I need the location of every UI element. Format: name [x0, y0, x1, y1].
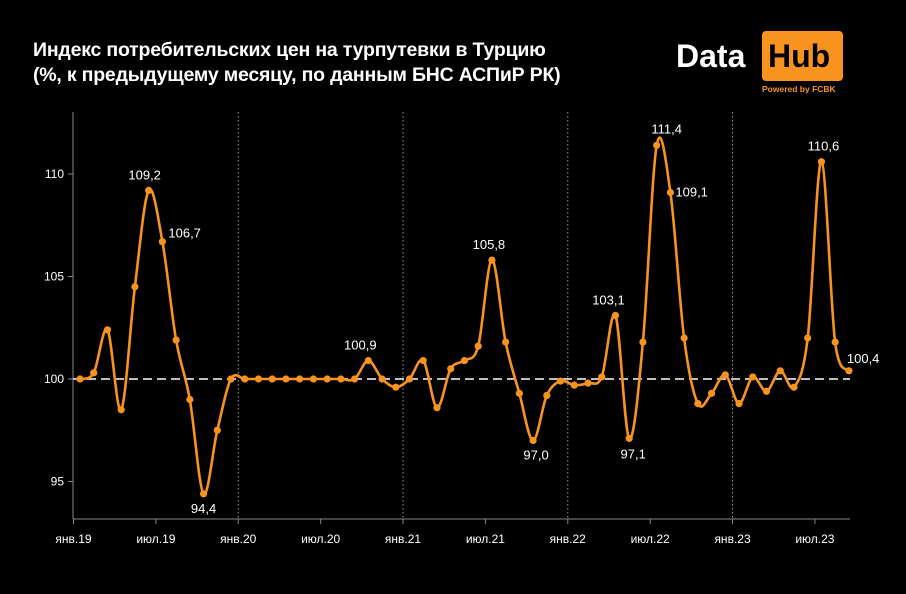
data-point — [117, 406, 125, 414]
data-point — [447, 365, 455, 373]
data-point — [296, 375, 304, 383]
data-label: 109,2 — [128, 167, 161, 182]
data-point — [831, 338, 839, 346]
x-tick-label: июл.22 — [631, 532, 670, 546]
data-point — [556, 377, 565, 385]
data-point — [131, 283, 139, 291]
data-point — [76, 375, 84, 383]
data-point — [598, 373, 606, 381]
data-point — [680, 334, 688, 342]
data-label: 97,0 — [523, 448, 548, 463]
data-point — [570, 381, 578, 389]
y-tick-label: 95 — [51, 475, 65, 489]
data-point — [817, 158, 826, 166]
data-point — [776, 367, 784, 375]
x-tick-label: июл.19 — [136, 532, 175, 546]
x-tick-label: янв.19 — [55, 532, 92, 546]
data-point — [378, 375, 386, 383]
data-point — [309, 375, 318, 383]
y-tick-label: 100 — [44, 372, 64, 386]
data-label: 100,4 — [847, 351, 880, 366]
data-point — [721, 371, 729, 379]
data-label: 103,1 — [592, 292, 625, 307]
data-point — [502, 338, 510, 346]
data-point — [433, 404, 441, 412]
logo-hub-box: Hub — [762, 31, 843, 81]
data-point — [351, 375, 359, 383]
data-point — [611, 311, 620, 320]
x-tick-label: янв.20 — [220, 532, 257, 546]
data-point — [804, 334, 812, 342]
y-tick-label: 105 — [44, 270, 64, 284]
y-tick-label: 110 — [45, 167, 64, 181]
data-point — [762, 387, 771, 395]
x-tick-label: июл.23 — [795, 532, 834, 546]
data-label: 110,6 — [808, 139, 840, 154]
data-point — [282, 375, 290, 383]
data-point — [653, 141, 661, 149]
data-point — [515, 389, 523, 397]
data-point — [254, 375, 263, 383]
title-line-1: Индекс потребительских цен на турпутевки… — [33, 39, 546, 61]
series-line — [79, 136, 851, 496]
x-tick-label: июл.21 — [466, 532, 505, 546]
chart-title: Индекс потребительских цен на турпутевки… — [33, 38, 561, 88]
data-point — [268, 375, 276, 383]
data-point — [460, 356, 469, 365]
data-point — [103, 326, 112, 334]
data-point — [364, 356, 372, 365]
data-point — [666, 188, 674, 197]
data-point — [145, 186, 153, 194]
data-point — [790, 383, 798, 391]
x-tick-label: янв.21 — [385, 532, 422, 546]
data-point — [707, 389, 716, 397]
x-tick-label: июл.20 — [301, 532, 340, 546]
data-point — [694, 400, 702, 408]
data-point — [419, 356, 427, 365]
data-point — [227, 375, 235, 383]
data-point — [625, 434, 633, 443]
data-label: 94,4 — [191, 501, 216, 516]
data-point — [158, 238, 166, 246]
data-point — [488, 256, 496, 264]
data-point — [405, 375, 414, 383]
data-label: 97,1 — [621, 446, 646, 461]
data-point — [90, 369, 98, 377]
data-point — [337, 375, 345, 383]
data-point — [199, 490, 208, 498]
data-point — [213, 426, 221, 434]
data-label: 106,7 — [168, 226, 201, 241]
data-point — [529, 436, 537, 445]
data-label: 100,9 — [344, 338, 377, 353]
data-point — [241, 375, 249, 383]
logo-word-hub: Hub — [768, 38, 831, 74]
data-label: 105,8 — [473, 237, 506, 252]
data-point — [186, 395, 194, 404]
data-label: 109,1 — [675, 184, 708, 199]
data-point — [474, 342, 482, 350]
logo-powered-by: Powered by FCBK — [762, 84, 836, 94]
data-point — [845, 367, 853, 375]
logo-word-data: Data — [676, 38, 746, 74]
data-point — [639, 338, 647, 346]
data-label: 111,4 — [651, 121, 682, 136]
data-point — [543, 391, 551, 399]
x-tick-label: янв.23 — [714, 532, 751, 546]
data-point — [749, 373, 757, 381]
x-tick-label: янв.22 — [550, 532, 587, 546]
data-point — [172, 336, 180, 344]
title-line-2: (%, к предыдущему месяцу, по данным БНС … — [33, 64, 561, 86]
data-point — [584, 379, 592, 387]
data-point — [323, 375, 331, 383]
data-point — [392, 383, 400, 391]
data-point — [735, 400, 743, 408]
